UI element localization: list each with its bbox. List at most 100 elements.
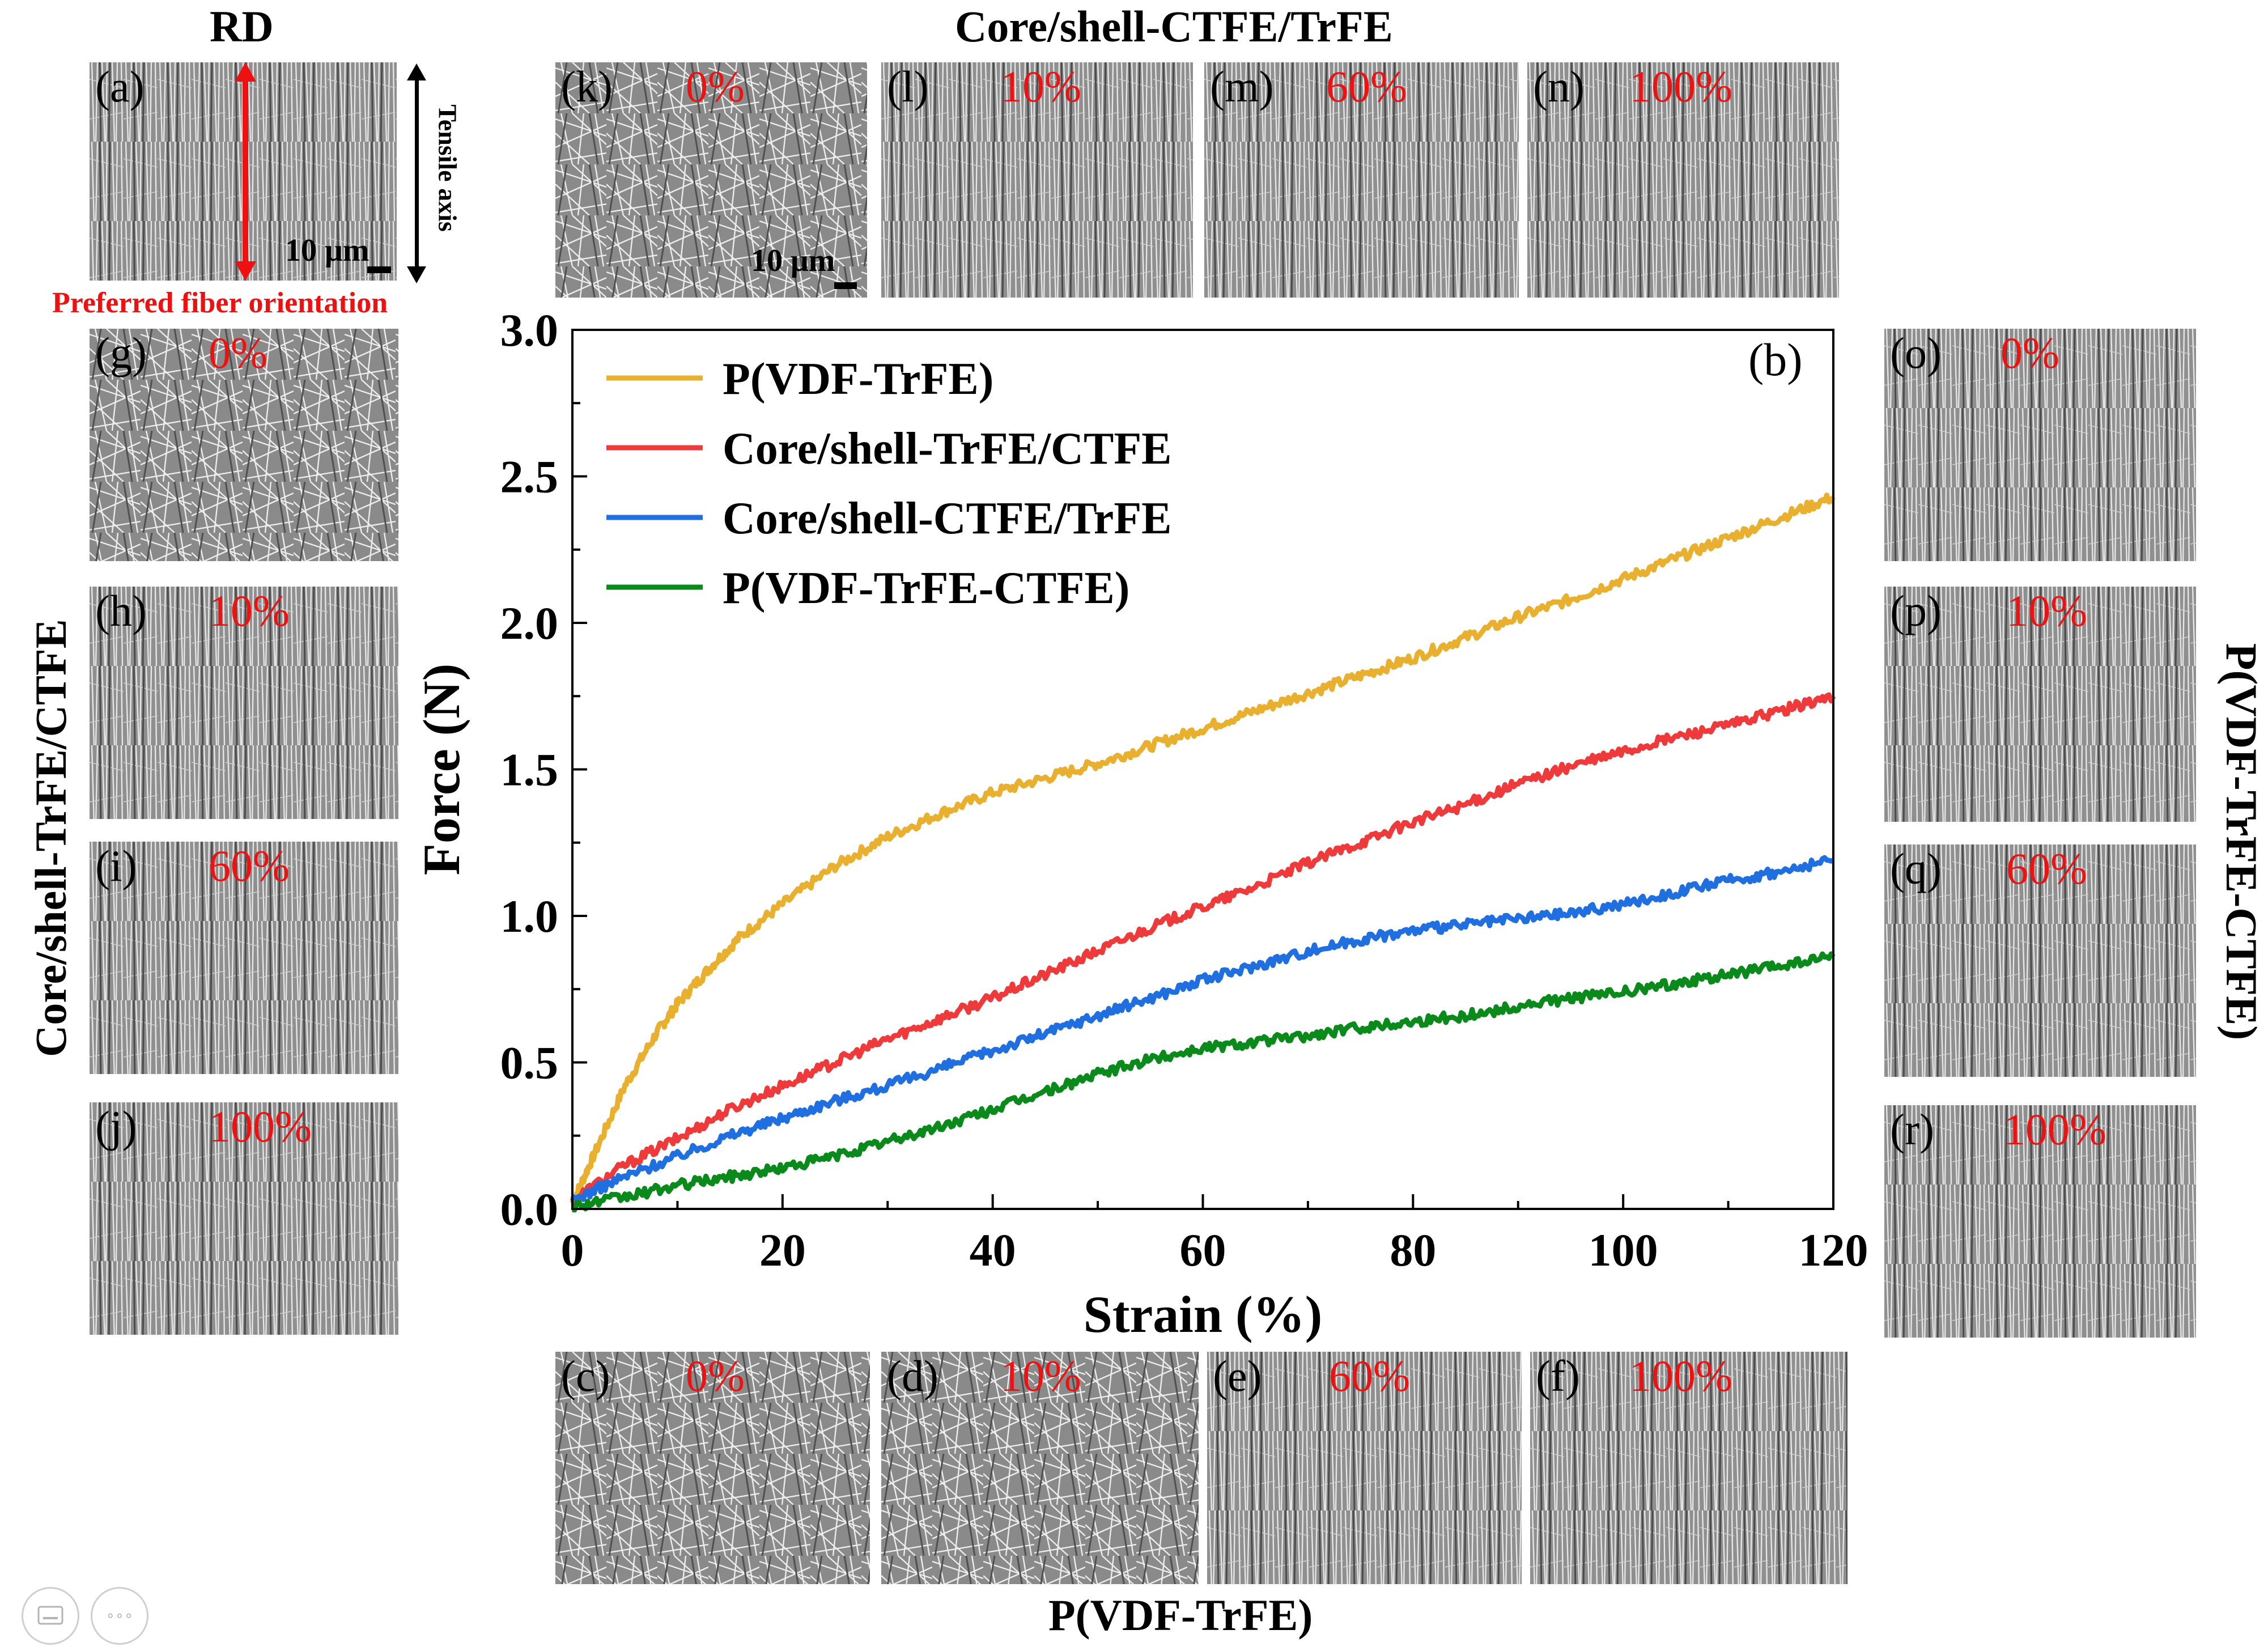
fiber-texture [1530,1352,1847,1584]
rd-title: RD [210,2,274,51]
strain-pct-n: 100% [1629,62,1732,111]
y-tick-label-5: 2.5 [500,451,559,503]
sem-image-g: (g) 0% [90,329,398,561]
panel-label-e: (e) [1213,1352,1262,1400]
keyboard-icon[interactable] [22,1587,79,1645]
panel-label-i: (i) [95,842,137,890]
fiber-texture [90,587,398,819]
sem-image-q: (q) 60% [1884,844,2196,1077]
x-tick-label-6: 120 [1799,1224,1868,1276]
orientation-arrow [243,67,248,274]
y-tick-label-3: 1.5 [500,744,559,796]
panel-label-d: (d) [887,1352,938,1400]
legend-label-0: P(VDF-TrFE) [723,354,993,404]
strain-pct-k: 0% [686,62,745,111]
arrow-head-down [235,261,256,281]
sem-image-e: (e) 60% [1207,1352,1522,1584]
keyboard-glyph [37,1606,63,1625]
strain-pct-f: 100% [1629,1352,1732,1400]
sem-image-l: (l) 10% [881,62,1193,298]
strain-pct-p: 10% [2006,587,2087,635]
legend-label-1: Core/shell-TrFE/CTFE [723,424,1172,474]
legend-label-3: P(VDF-TrFE-CTFE) [723,563,1129,613]
y-tick-label-1: 0.5 [500,1037,559,1089]
panel-label-f: (f) [1536,1352,1580,1400]
strain-pct-m: 60% [1326,62,1407,111]
sem-image-a: (a) 10 μm [90,62,397,281]
series-line-3 [571,951,1836,1213]
panel-label-l: (l) [887,62,929,111]
tensile-arrow-head-down [407,266,426,283]
fiber-texture [90,329,398,561]
fiber-texture [1207,1352,1522,1584]
sem-image-k: (k) 0% 10 μm [555,62,867,298]
strain-pct-o: 0% [2001,329,2059,377]
fiber-texture [881,62,1193,298]
strain-pct-d: 10% [1000,1352,1081,1400]
strain-pct-q: 60% [2006,844,2087,893]
panel-label-m: (m) [1210,62,1274,111]
bottom-group-title: P(VDF-TrFE) [1048,1590,1313,1640]
sem-image-m: (m) 60% [1204,62,1519,298]
x-tick-label-3: 60 [1180,1224,1226,1276]
scale-bar-label-a: 10 μm [285,233,369,268]
strain-pct-e: 60% [1329,1352,1410,1400]
panel-label-b: (b) [1748,334,1803,385]
sem-image-n: (n) 100% [1527,62,1839,298]
panel-label-p: (p) [1890,587,1942,635]
more-icon[interactable]: ∘∘∘ [91,1587,148,1645]
tensile-arrow-head-up [407,63,426,80]
y-tick-label-6: 3.0 [500,304,559,356]
strain-pct-g: 0% [209,329,267,377]
panel-label-g: (g) [95,329,147,377]
sem-image-h: (h) 10% [90,587,398,819]
fiber-texture [1884,844,2196,1077]
series-line-1 [570,692,1836,1206]
panel-label-n: (n) [1533,62,1585,111]
sem-image-j: (j) 100% [90,1102,398,1335]
legend-label-2: Core/shell-CTFE/TrFE [723,494,1172,544]
tensile-axis-arrow [415,74,419,272]
sem-image-r: (r) 100% [1884,1105,2196,1338]
strain-pct-h: 10% [209,587,290,635]
x-tick-label-2: 40 [970,1224,1016,1276]
scale-bar-k [834,282,857,289]
panel-label-r: (r) [1890,1105,1934,1154]
fiber-texture [555,62,867,298]
arrow-head-up [235,62,256,82]
x-tick-label-1: 20 [759,1224,806,1276]
fiber-texture [1884,329,2196,561]
fiber-texture [1884,587,2196,822]
fiber-texture [555,1352,870,1584]
sem-image-d: (d) 10% [881,1352,1199,1584]
sem-image-o: (o) 0% [1884,329,2196,561]
strain-pct-r: 100% [2003,1105,2106,1154]
x-tick-label-4: 80 [1390,1224,1436,1276]
sem-image-c: (c) 0% [555,1352,870,1584]
scale-bar-a [367,266,391,273]
more-glyph: ∘∘∘ [105,1607,134,1624]
x-tick-label-0: 0 [561,1224,584,1276]
series-line-0 [570,493,1836,1206]
panel-label-k: (k) [561,62,613,111]
fiber-texture [881,1352,1199,1584]
y-tick-label-4: 2.0 [500,597,559,649]
strain-pct-i: 60% [209,842,290,890]
fiber-texture [1527,62,1839,298]
strain-pct-l: 10% [1000,62,1081,111]
sem-image-p: (p) 10% [1884,587,2196,822]
sem-image-i: (i) 60% [90,842,398,1074]
panel-label-h: (h) [95,587,147,635]
y-tick-label-0: 0.0 [500,1183,559,1235]
x-tick-label-5: 100 [1589,1224,1658,1276]
fiber-texture [1884,1105,2196,1338]
strain-pct-j: 100% [209,1102,312,1151]
top-group-title: Core/shell-CTFE/TrFE [955,2,1393,51]
panel-label-a: (a) [95,62,145,111]
sem-image-f: (f) 100% [1530,1352,1847,1584]
strain-pct-c: 0% [686,1352,745,1400]
scale-bar-label-k: 10 μm [751,243,835,278]
panel-label-j: (j) [95,1102,137,1151]
